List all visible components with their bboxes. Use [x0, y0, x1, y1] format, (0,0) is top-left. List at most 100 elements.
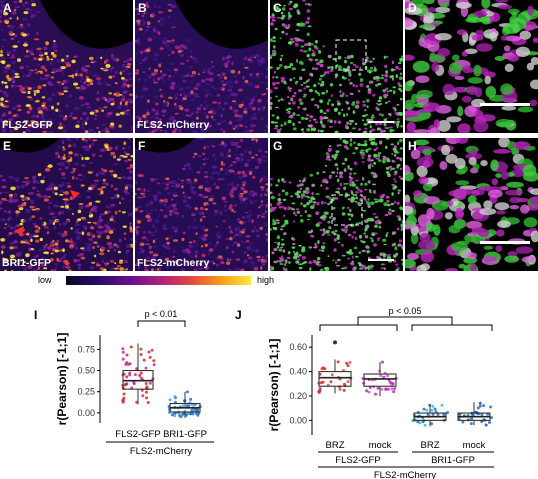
data-point	[392, 390, 396, 394]
data-point	[139, 371, 143, 375]
panel-letter-f: F	[138, 139, 146, 153]
data-point	[423, 423, 427, 427]
data-point	[348, 361, 352, 364]
panel-f-image: F FLS2-mCherry	[135, 138, 268, 271]
data-point	[442, 413, 446, 416]
data-point	[478, 401, 482, 405]
data-point	[121, 350, 125, 354]
data-point	[128, 362, 132, 366]
data-point	[461, 420, 465, 424]
data-point	[141, 394, 145, 398]
data-point	[125, 353, 129, 357]
data-point	[469, 422, 473, 426]
data-point	[129, 345, 133, 349]
panel-d-image: D	[405, 0, 538, 133]
data-point	[321, 380, 325, 384]
data-point	[128, 373, 132, 377]
data-point	[147, 350, 151, 354]
outer-group-label: FLS2-mCherry	[374, 470, 437, 479]
data-point	[384, 387, 388, 391]
data-point	[170, 413, 174, 417]
data-point	[391, 382, 395, 386]
data-point	[480, 413, 484, 416]
data-point	[317, 390, 321, 394]
scale-bar-h	[480, 241, 530, 244]
x-tick-label: mock	[463, 440, 486, 451]
group-label: FLS2-mCherry	[130, 446, 193, 457]
data-point	[122, 396, 126, 400]
data-point	[132, 381, 136, 384]
data-point	[189, 397, 193, 401]
panel-letter-h: H	[408, 139, 417, 153]
data-point	[433, 407, 437, 411]
y-tick-label: 0.75	[77, 344, 95, 354]
y-tick-label: 0.20	[289, 391, 307, 401]
box	[363, 373, 397, 387]
data-point	[173, 414, 177, 418]
data-point	[416, 420, 420, 424]
data-point	[144, 390, 148, 394]
data-point	[191, 412, 195, 416]
panel-letter-c: C	[273, 1, 282, 15]
panel-letter-j: J	[235, 308, 242, 322]
chart-i: r(Pearson) [-1;1] 0.00 0.25 0.50 0.75 p < 0.0…	[55, 309, 220, 457]
panel-c-merge	[270, 0, 403, 133]
y-axis-label: r(Pearson) [-1;1]	[55, 333, 69, 426]
panel-f-micrograph	[135, 138, 268, 271]
group-bracket-right	[411, 324, 493, 331]
data-point	[139, 347, 143, 351]
data-point	[446, 411, 449, 415]
data-point	[422, 407, 426, 411]
data-point	[122, 392, 126, 396]
data-point	[478, 404, 482, 408]
data-point	[421, 420, 425, 424]
data-point	[121, 357, 125, 361]
panel-a-channel-label: FLS2-GFP	[2, 119, 53, 131]
group-label: FLS2-GFP	[335, 455, 380, 466]
data-point	[168, 398, 172, 402]
y-tick-label: 0.50	[77, 366, 95, 376]
panel-letter-i: I	[34, 308, 38, 322]
data-point	[376, 386, 380, 390]
data-point	[187, 412, 191, 416]
data-point	[386, 387, 390, 391]
data-point	[150, 348, 154, 352]
data-point	[196, 408, 199, 412]
data-point	[436, 413, 440, 416]
data-point	[380, 387, 384, 391]
data-point	[338, 387, 342, 391]
y-axis-label: r(Pearson) [-1;1]	[267, 339, 281, 432]
panel-b-image: B FLS2-mCherry	[135, 0, 268, 133]
panel-letter-a: A	[3, 1, 12, 15]
data-point	[470, 417, 474, 421]
data-point	[173, 395, 177, 399]
colorbar-high-label: high	[257, 275, 275, 285]
y-tick-label: 0.40	[289, 367, 307, 377]
data-point	[181, 404, 185, 408]
panel-e-micrograph	[0, 138, 133, 271]
y-tick-label: 0.00	[77, 408, 95, 418]
data-point	[139, 353, 143, 356]
data-point	[346, 380, 350, 384]
scale-bar-g	[368, 259, 394, 261]
data-point	[144, 366, 148, 370]
data-point	[138, 374, 142, 377]
y-tick-label: 0.25	[77, 387, 95, 397]
data-point	[388, 380, 392, 384]
scale-bar-c	[368, 121, 394, 123]
data-point	[135, 367, 139, 371]
panel-g-image: G	[270, 138, 403, 271]
intensity-colorbar	[66, 276, 251, 285]
data-point	[382, 375, 386, 379]
panel-e-image: E BRI1-GFP	[0, 138, 133, 271]
data-point	[148, 381, 152, 385]
data-point	[144, 382, 148, 385]
data-point	[390, 387, 394, 391]
panel-a-micrograph	[0, 0, 133, 133]
data-point	[374, 392, 378, 396]
data-point	[178, 414, 182, 417]
data-point	[386, 374, 390, 378]
panel-h-image: H	[405, 138, 538, 271]
data-point	[431, 412, 435, 416]
panel-c-image: C	[270, 0, 403, 133]
